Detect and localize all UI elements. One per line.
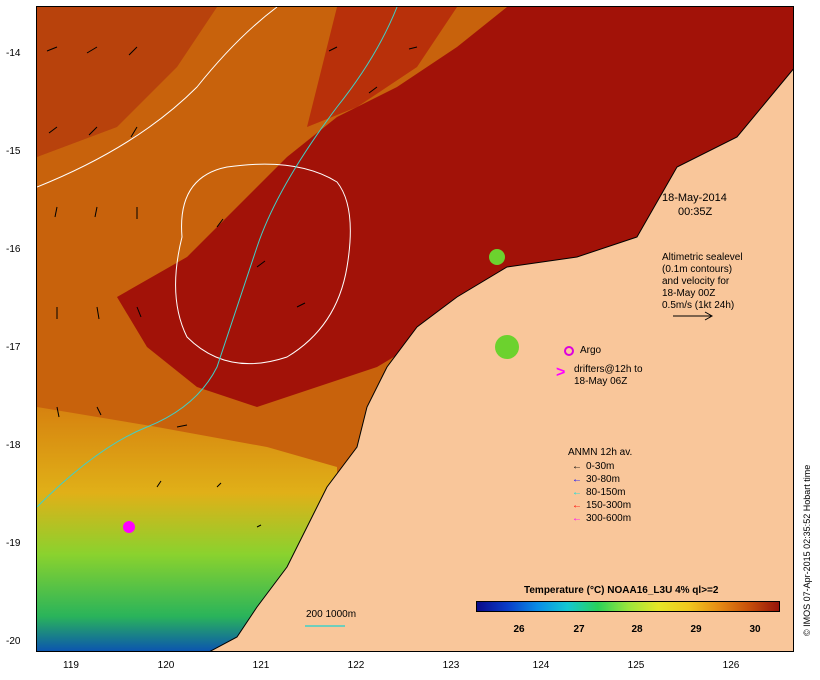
altimetry-note-2: (0.1m contours) bbox=[662, 264, 733, 275]
lon-label: 125 bbox=[627, 660, 645, 671]
warm-patch-west bbox=[37, 7, 217, 157]
arrow-left-icon: ← bbox=[572, 474, 582, 485]
sealevel-contour-eddy bbox=[175, 163, 351, 365]
altimetry-note-3: and velocity for bbox=[662, 276, 730, 287]
anmn-legend-2: ← 80-150m bbox=[572, 487, 626, 498]
timestamp-time: 00:35Z bbox=[678, 206, 713, 218]
arrow-left-icon: ← bbox=[572, 500, 582, 511]
anmn-legend-4: ← 300-600m bbox=[572, 513, 632, 524]
drifter-marker bbox=[123, 521, 135, 533]
warm-core-north bbox=[117, 7, 793, 407]
anmn-legend-1: ← 30-80m bbox=[572, 474, 620, 485]
map-canvas bbox=[37, 7, 793, 651]
lat-label: -16 bbox=[6, 244, 21, 255]
timestamp-date: 18-May-2014 bbox=[662, 192, 727, 204]
colorbar-tick: 29 bbox=[690, 624, 702, 635]
drifter-symbol: > bbox=[556, 364, 566, 381]
lat-label: -14 bbox=[6, 48, 21, 59]
colorbar-tick: 30 bbox=[749, 624, 761, 635]
colorbar-title: Temperature (°C) NOAA16_L3U 4% ql>=2 bbox=[524, 585, 719, 596]
cool-water-south bbox=[37, 407, 337, 651]
velocity-scale-arrowhead bbox=[704, 311, 714, 321]
anmn-legend-3: ← 150-300m bbox=[572, 500, 632, 511]
altimetry-note-5: 0.5m/s (1kt 24h) bbox=[662, 300, 735, 311]
lat-label: -19 bbox=[6, 538, 21, 549]
credit-text: © IMOS 07-Apr-2015 02:35:52 Hobart time bbox=[802, 464, 812, 636]
coastal-shallows-1 bbox=[495, 335, 519, 359]
lon-label: 119 bbox=[63, 660, 79, 671]
anmn-legend-0: ← 0-30m bbox=[572, 461, 615, 472]
lon-label: 120 bbox=[157, 660, 175, 671]
lat-label: -15 bbox=[6, 146, 21, 157]
lon-label: 122 bbox=[347, 660, 365, 671]
sst-map bbox=[36, 6, 794, 652]
isobath-200m bbox=[37, 7, 398, 508]
lat-label: -17 bbox=[6, 342, 21, 353]
drifters-label-2: 18-May 06Z bbox=[574, 376, 628, 387]
drifters-label-1: drifters@12h to bbox=[574, 364, 643, 375]
lon-label: 126 bbox=[722, 660, 740, 671]
arrow-left-icon: ← bbox=[572, 461, 582, 472]
colorbar-tick: 26 bbox=[513, 624, 525, 635]
colorbar-tick: 27 bbox=[573, 624, 585, 635]
arrow-left-icon: ← bbox=[572, 487, 582, 498]
lon-label: 123 bbox=[442, 660, 460, 671]
colorbar-tick: 28 bbox=[631, 624, 643, 635]
argo-label: Argo bbox=[580, 345, 602, 356]
argo-marker bbox=[564, 346, 574, 356]
lon-label: 121 bbox=[252, 660, 270, 671]
coastal-shallows-2 bbox=[489, 249, 505, 265]
anmn-title: ANMN 12h av. bbox=[568, 447, 633, 458]
altimetry-note-1: Altimetric sealevel bbox=[662, 252, 743, 263]
lat-label: -20 bbox=[6, 636, 21, 647]
land-kimberley bbox=[209, 68, 793, 651]
sealevel-contour-north bbox=[37, 7, 278, 188]
lon-label: 124 bbox=[532, 660, 550, 671]
altimetry-note-4: 18-May 00Z bbox=[662, 288, 716, 299]
temperature-colorbar bbox=[476, 601, 780, 612]
arrow-left-icon: ← bbox=[572, 513, 582, 524]
isobath-label: 200 1000m bbox=[306, 609, 357, 620]
lat-label: -18 bbox=[6, 440, 21, 451]
velocity-vectors bbox=[46, 46, 418, 528]
